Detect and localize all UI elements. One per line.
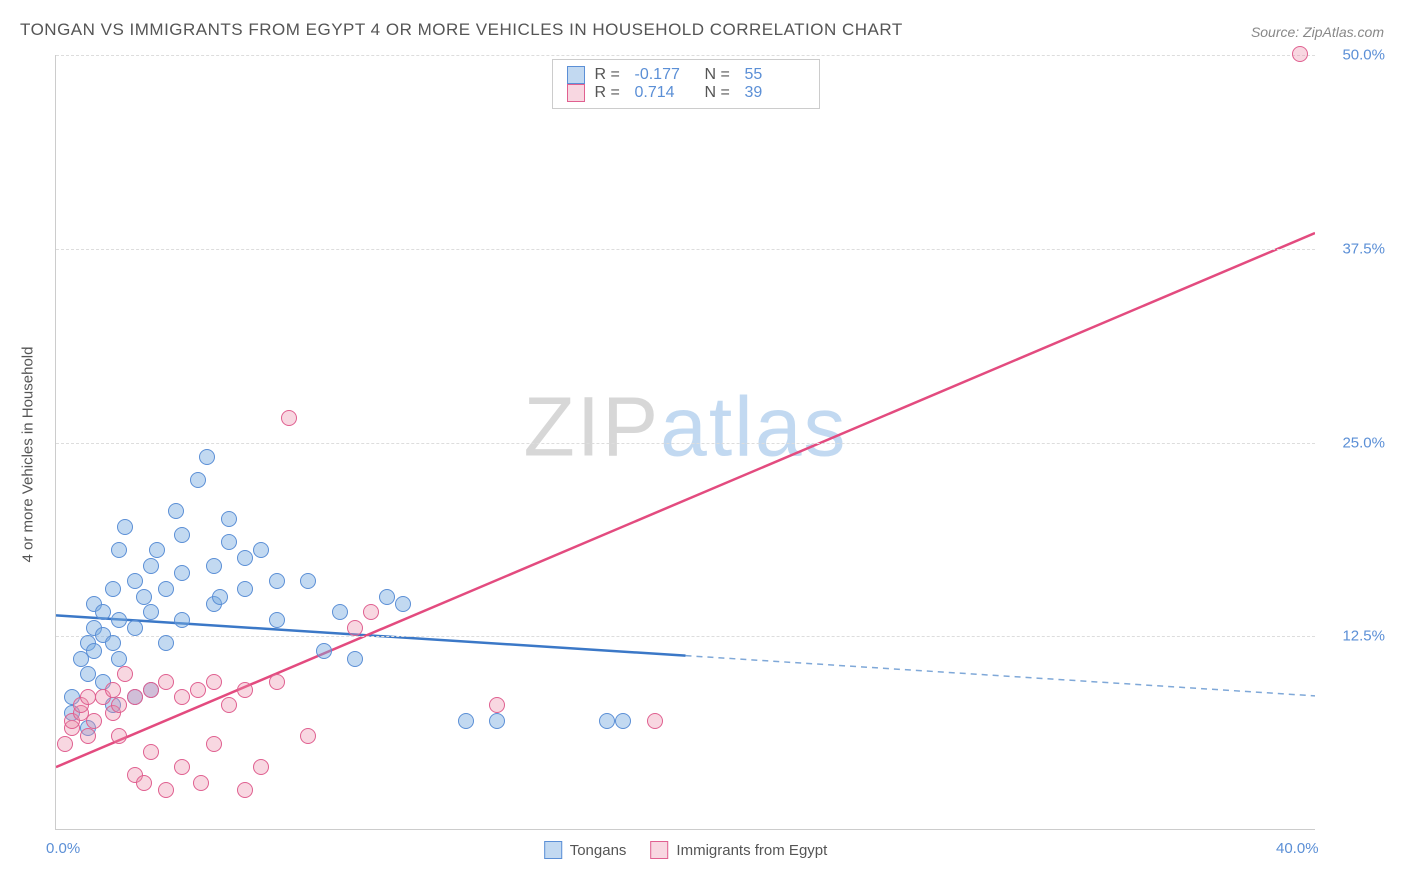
data-point <box>300 573 316 589</box>
data-point <box>206 674 222 690</box>
data-point <box>105 581 121 597</box>
watermark: ZIPatlas <box>523 378 847 475</box>
data-point <box>143 604 159 620</box>
data-point <box>316 643 332 659</box>
data-point <box>599 713 615 729</box>
data-point <box>237 581 253 597</box>
data-point <box>143 744 159 760</box>
data-point <box>158 581 174 597</box>
chart-title: TONGAN VS IMMIGRANTS FROM EGYPT 4 OR MOR… <box>20 20 903 40</box>
x-tick-label: 40.0% <box>1276 840 1319 857</box>
y-axis-label: 4 or more Vehicles in Household <box>20 347 37 563</box>
data-point <box>347 651 363 667</box>
data-point <box>174 612 190 628</box>
data-point <box>57 736 73 752</box>
data-point <box>143 682 159 698</box>
data-point <box>111 612 127 628</box>
data-point <box>158 635 174 651</box>
data-point <box>158 674 174 690</box>
gridline <box>56 249 1315 250</box>
data-point <box>221 534 237 550</box>
series-legend: Tongans Immigrants from Egypt <box>544 841 828 859</box>
data-point <box>221 697 237 713</box>
legend-row-tongans: R = -0.177 N = 55 <box>567 66 805 84</box>
data-point <box>237 550 253 566</box>
data-point <box>117 666 133 682</box>
swatch-pink <box>567 84 585 102</box>
data-point <box>174 689 190 705</box>
data-point <box>212 589 228 605</box>
source-attribution: Source: ZipAtlas.com <box>1251 24 1384 40</box>
data-point <box>269 674 285 690</box>
data-point <box>111 728 127 744</box>
legend-item-egypt: Immigrants from Egypt <box>650 841 827 859</box>
y-tick-label: 37.5% <box>1342 240 1385 257</box>
data-point <box>143 558 159 574</box>
data-point <box>158 782 174 798</box>
data-point <box>127 620 143 636</box>
data-point <box>80 728 96 744</box>
legend-row-egypt: R = 0.714 N = 39 <box>567 84 805 102</box>
data-point <box>332 604 348 620</box>
data-point <box>136 589 152 605</box>
data-point <box>237 682 253 698</box>
x-tick-label: 0.0% <box>46 840 80 857</box>
data-point <box>347 620 363 636</box>
data-point <box>174 527 190 543</box>
swatch-blue <box>567 66 585 84</box>
data-point <box>221 511 237 527</box>
data-point <box>111 697 127 713</box>
data-point <box>458 713 474 729</box>
data-point <box>117 519 133 535</box>
data-point <box>281 410 297 426</box>
data-point <box>86 643 102 659</box>
y-tick-label: 25.0% <box>1342 434 1385 451</box>
data-point <box>80 689 96 705</box>
data-point <box>127 573 143 589</box>
gridline <box>56 636 1315 637</box>
gridline <box>56 55 1315 56</box>
data-point <box>111 651 127 667</box>
data-point <box>1292 46 1308 62</box>
y-tick-label: 12.5% <box>1342 628 1385 645</box>
data-point <box>111 542 127 558</box>
gridline <box>56 443 1315 444</box>
swatch-pink-icon <box>650 841 668 859</box>
data-point <box>86 713 102 729</box>
data-point <box>174 565 190 581</box>
data-point <box>253 542 269 558</box>
data-point <box>105 635 121 651</box>
data-point <box>136 775 152 791</box>
legend-item-tongans: Tongans <box>544 841 627 859</box>
swatch-blue-icon <box>544 841 562 859</box>
data-point <box>193 775 209 791</box>
data-point <box>80 666 96 682</box>
data-point <box>300 728 316 744</box>
data-point <box>149 542 165 558</box>
chart-plot-area: ZIPatlas R = -0.177 N = 55 R = 0.714 N =… <box>55 55 1315 830</box>
correlation-legend: R = -0.177 N = 55 R = 0.714 N = 39 <box>552 59 820 109</box>
data-point <box>190 682 206 698</box>
data-point <box>95 604 111 620</box>
data-point <box>615 713 631 729</box>
data-point <box>379 589 395 605</box>
data-point <box>168 503 184 519</box>
data-point <box>237 782 253 798</box>
data-point <box>127 689 143 705</box>
data-point <box>199 449 215 465</box>
data-point <box>190 472 206 488</box>
data-point <box>647 713 663 729</box>
data-point <box>489 713 505 729</box>
data-point <box>269 573 285 589</box>
data-point <box>253 759 269 775</box>
data-point <box>363 604 379 620</box>
data-point <box>206 558 222 574</box>
data-point <box>174 759 190 775</box>
data-point <box>489 697 505 713</box>
y-tick-label: 50.0% <box>1342 47 1385 64</box>
data-point <box>395 596 411 612</box>
data-point <box>269 612 285 628</box>
data-point <box>105 682 121 698</box>
data-point <box>206 736 222 752</box>
